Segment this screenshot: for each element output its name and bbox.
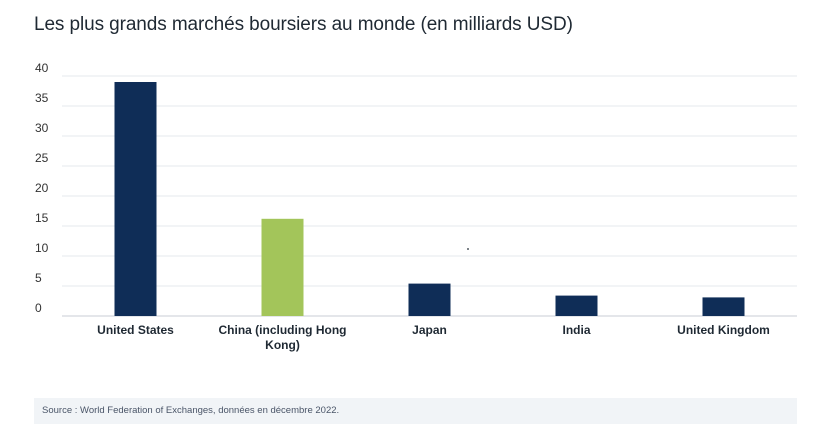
stray-dot (467, 248, 469, 250)
bar (261, 218, 304, 316)
bar (408, 283, 451, 316)
y-tick-label: 30 (35, 121, 49, 135)
source-note: Source : World Federation of Exchanges, … (42, 405, 340, 416)
x-tick-label: United States (97, 323, 174, 337)
bar-chart: 0 5 10 15 20 25 30 35 40 United States China (inc… (35, 61, 797, 352)
bars (114, 82, 745, 316)
gridlines (62, 75, 797, 317)
y-tick-label: 5 (35, 271, 42, 285)
x-tick-label: India (562, 323, 590, 337)
source-box: Source : World Federation of Exchanges, … (34, 398, 797, 424)
y-axis-ticks: 0 5 10 15 20 25 30 35 40 (35, 61, 49, 315)
bar (114, 82, 157, 316)
y-tick-label: 35 (35, 91, 49, 105)
x-tick-label: Japan (412, 323, 447, 337)
y-tick-label: 10 (35, 241, 49, 255)
y-tick-label: 40 (35, 61, 49, 75)
x-tick-label: United Kingdom (677, 323, 770, 337)
x-tick-label: China (including Hong Kong) (219, 323, 347, 352)
y-tick-label: 20 (35, 181, 49, 195)
bar (555, 295, 598, 316)
bar (702, 297, 745, 316)
y-tick-label: 15 (35, 211, 49, 225)
x-axis-labels: United States China (including Hong Kong) J… (97, 323, 770, 352)
y-tick-label: 0 (35, 301, 42, 315)
y-tick-label: 25 (35, 151, 49, 165)
chart-title: Les plus grands marchés boursiers au mon… (34, 14, 573, 35)
